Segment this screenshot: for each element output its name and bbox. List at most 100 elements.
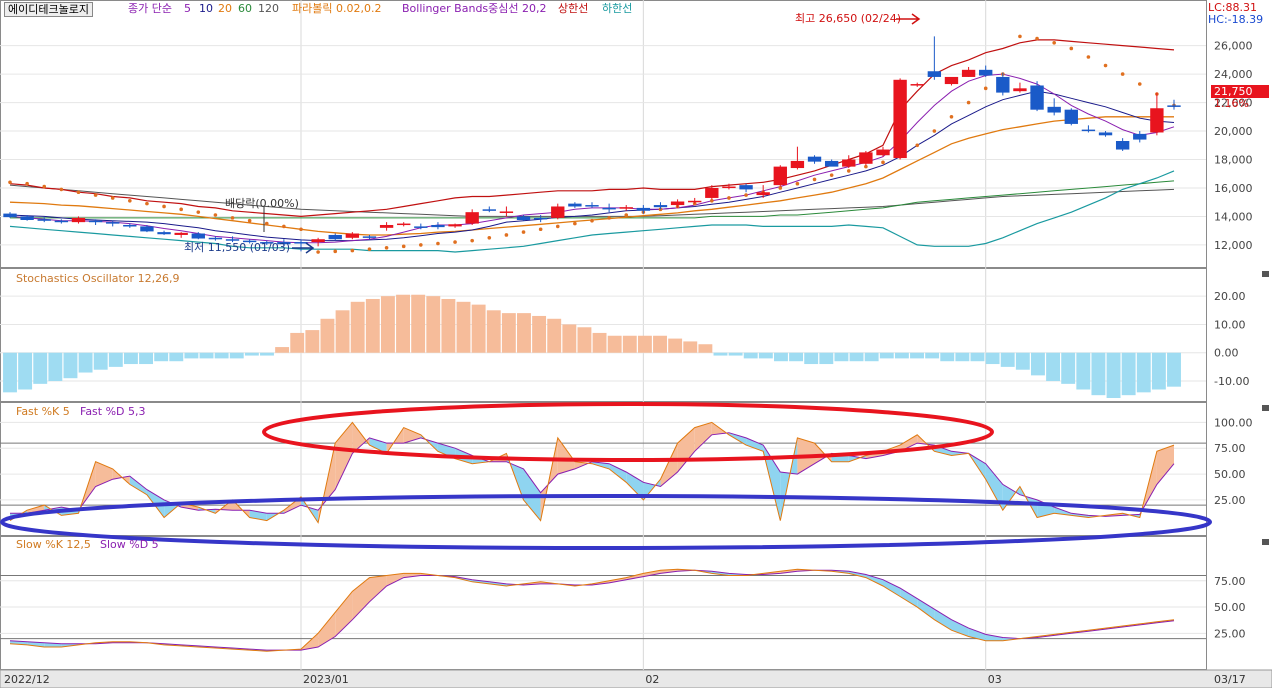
y-tick-label: 24,000 (1214, 68, 1253, 81)
fast-k-line (9, 421, 1175, 524)
candle-body (174, 232, 188, 235)
oscillator-bar (123, 352, 138, 365)
oscillator-bar (1151, 352, 1166, 390)
oscillator-bar (940, 352, 955, 362)
candle-body (996, 76, 1010, 93)
sar-dot (76, 190, 81, 195)
y-tick-label: -10.00 (1214, 375, 1249, 388)
sar-dot (367, 247, 372, 251)
sar-dot (453, 240, 457, 244)
y-tick-label: 26,000 (1214, 40, 1253, 53)
stoch-fill (917, 598, 935, 620)
y-tick-label: 20,000 (1214, 125, 1253, 138)
stoch-fill (403, 427, 421, 444)
candle-body (670, 201, 685, 206)
oscillator-bar (728, 352, 743, 356)
stoch-fill (1156, 445, 1174, 485)
candle-body (414, 226, 428, 228)
sar-dot (247, 218, 252, 223)
stoch-fill (335, 591, 353, 637)
y-tick-label: 16,000 (1214, 182, 1253, 195)
candle-body (379, 224, 394, 228)
y-tick-label: 75.00 (1214, 442, 1246, 455)
stock-name[interactable]: 에이디테크놀로지 (4, 2, 93, 17)
sar-dot (1069, 46, 1074, 51)
candle-body (944, 76, 959, 85)
oscillator-bar (577, 327, 592, 353)
oscillator-bar (380, 296, 395, 353)
candle-body (722, 186, 736, 189)
oscillator-bar (985, 352, 1000, 365)
upper-band-label: 상한선 (558, 2, 589, 15)
candle-body (260, 242, 274, 244)
sar-dot (555, 224, 560, 229)
sar-dot (8, 180, 12, 185)
stoch-fill (609, 577, 627, 583)
stoch-fill (985, 634, 1003, 641)
oscillator-bar (350, 301, 365, 353)
candle-body (824, 160, 839, 167)
oscillator-bar (229, 352, 244, 359)
oscillator-bar (879, 352, 894, 359)
bollinger-upper-line (9, 39, 1175, 218)
candle-body (294, 242, 308, 244)
candle-body (311, 239, 325, 243)
sar-dot (864, 164, 868, 169)
sar-dot (1120, 72, 1125, 76)
x-tick-label: 03 (988, 673, 1002, 686)
sar-dot (350, 248, 355, 253)
candle-body (106, 222, 120, 224)
stoch-fill (318, 612, 336, 647)
oscillator-bar (63, 352, 78, 379)
oscillator-bar (260, 352, 274, 356)
sar-dot (915, 143, 920, 148)
candle-body (1081, 129, 1096, 132)
sar-dot (196, 210, 201, 214)
sar-dot (983, 86, 988, 91)
oscillator-bar (184, 352, 199, 359)
stoch-fill (694, 422, 712, 452)
oscillator-bar (532, 315, 547, 353)
candle-body (140, 226, 154, 232)
sar-dot (795, 181, 800, 186)
stoch-fill (369, 575, 387, 602)
oscillator-bar (713, 352, 728, 356)
oscillator-bar (925, 352, 940, 359)
stoch-fill (643, 570, 661, 577)
oscillator-bar (653, 335, 667, 353)
candle-body (88, 220, 103, 223)
sar-dot (812, 177, 817, 182)
candle-body (859, 152, 873, 164)
candle-body (927, 71, 942, 77)
candle-body (790, 160, 805, 169)
candle-body (1150, 108, 1164, 133)
oscillator-bar (789, 352, 804, 362)
candle-body (1064, 109, 1078, 124)
lc-label: LC:88.31 (1208, 1, 1258, 14)
candle-body (242, 240, 257, 243)
oscillator-bar (441, 298, 456, 353)
stoch-fill (626, 573, 644, 580)
candle-body (1098, 132, 1113, 136)
parabolic-label: 파라볼릭 0.02,0.2 (292, 2, 382, 15)
candle-body (533, 217, 548, 220)
sar-dot (213, 213, 218, 217)
sar-dot (110, 196, 115, 200)
oscillator-bar (396, 294, 410, 353)
y-tick-label: 22,000 (1214, 97, 1253, 110)
oscillator-bar (1121, 352, 1136, 396)
high-annotation: 최고 26,650 (02/24) (795, 12, 902, 25)
oscillator-bar (275, 347, 290, 353)
slow-k-line (9, 568, 1175, 652)
y-tick-label: 100.00 (1214, 416, 1253, 429)
sar-dot (504, 233, 509, 237)
stoch-fill (985, 463, 1003, 511)
oscillator-bar (637, 335, 652, 353)
x-tick-label: 2022/12 (4, 673, 50, 686)
oscillator-bar (305, 330, 320, 353)
stoch-fill (900, 588, 918, 608)
oscillator-bar (1106, 352, 1121, 398)
oscillator-bar (683, 341, 698, 353)
candle-body (653, 205, 668, 208)
oscillator-bar (139, 352, 154, 365)
